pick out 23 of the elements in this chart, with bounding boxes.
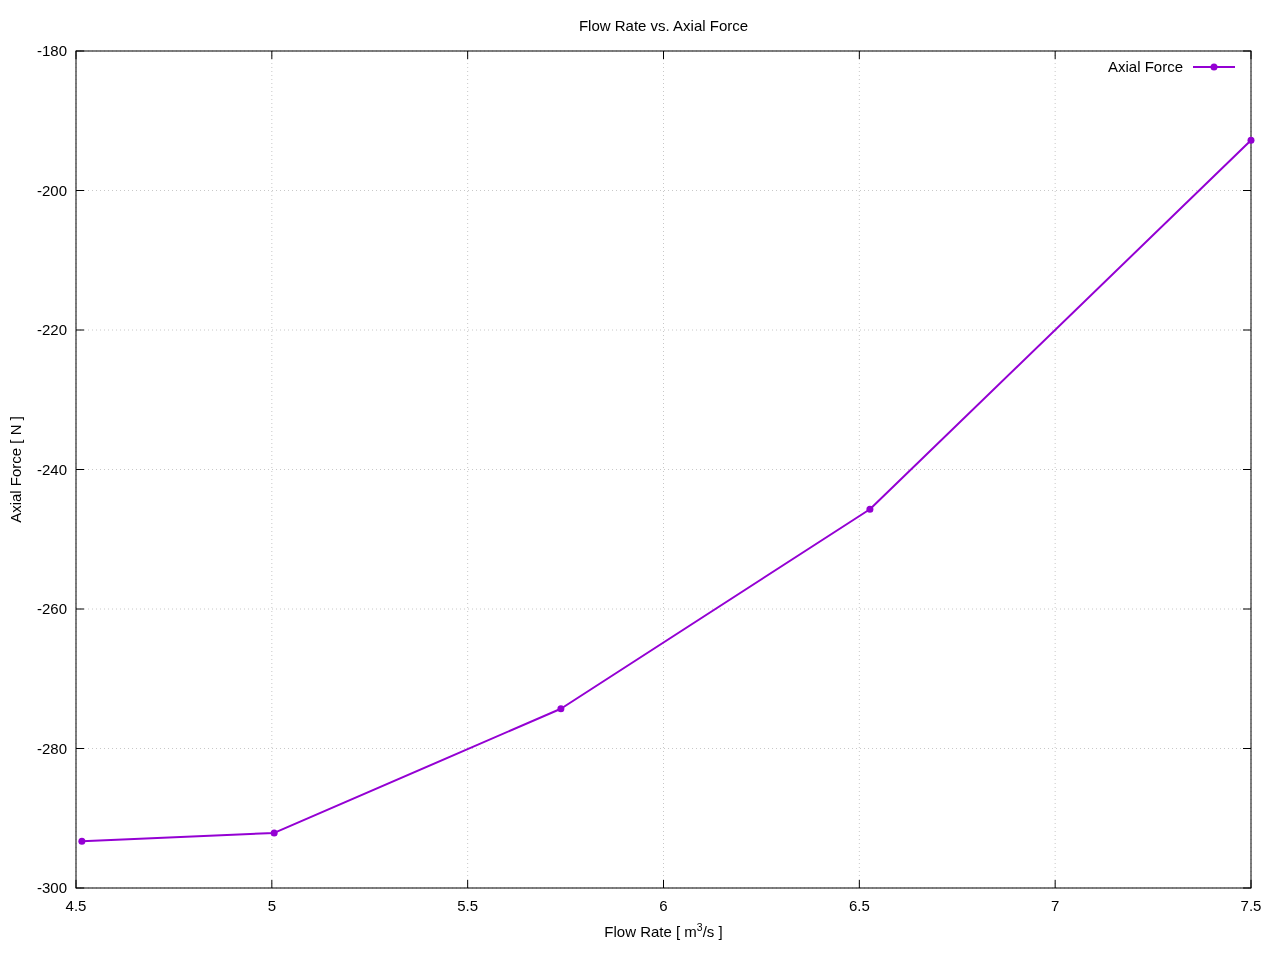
y-tick-label: -200 — [36, 181, 67, 199]
point — [270, 829, 278, 837]
y-tick-label: -260 — [36, 600, 67, 617]
y-tick-label: -240 — [36, 460, 67, 478]
x-tick-label: 4.5 — [65, 897, 87, 914]
point — [1247, 136, 1255, 144]
x-tick-label: 5.5 — [457, 897, 479, 914]
x-tick-label: 5 — [267, 897, 277, 914]
point — [78, 837, 86, 845]
y-tick-label: -280 — [36, 739, 67, 757]
legend-label: Axial Force — [1107, 58, 1183, 75]
chart-title: Flow Rate vs. Axial Force — [578, 17, 749, 34]
point — [557, 705, 565, 713]
x-tick-label: 6 — [659, 897, 668, 914]
y-axis-title: Axial Force [ N ] — [7, 416, 24, 523]
y-tick-label: -220 — [36, 321, 67, 338]
point — [866, 505, 874, 513]
y-tick-label: -300 — [36, 879, 67, 896]
x-axis-title: Flow Rate [ m$^{3}$/s ] — [604, 921, 723, 940]
x-tick-label: 7 — [1050, 897, 1060, 914]
x-tick-label: 6.5 — [848, 897, 870, 914]
y-tick-label: -180 — [36, 42, 67, 59]
x-tick-label: 7.5 — [1240, 897, 1262, 914]
